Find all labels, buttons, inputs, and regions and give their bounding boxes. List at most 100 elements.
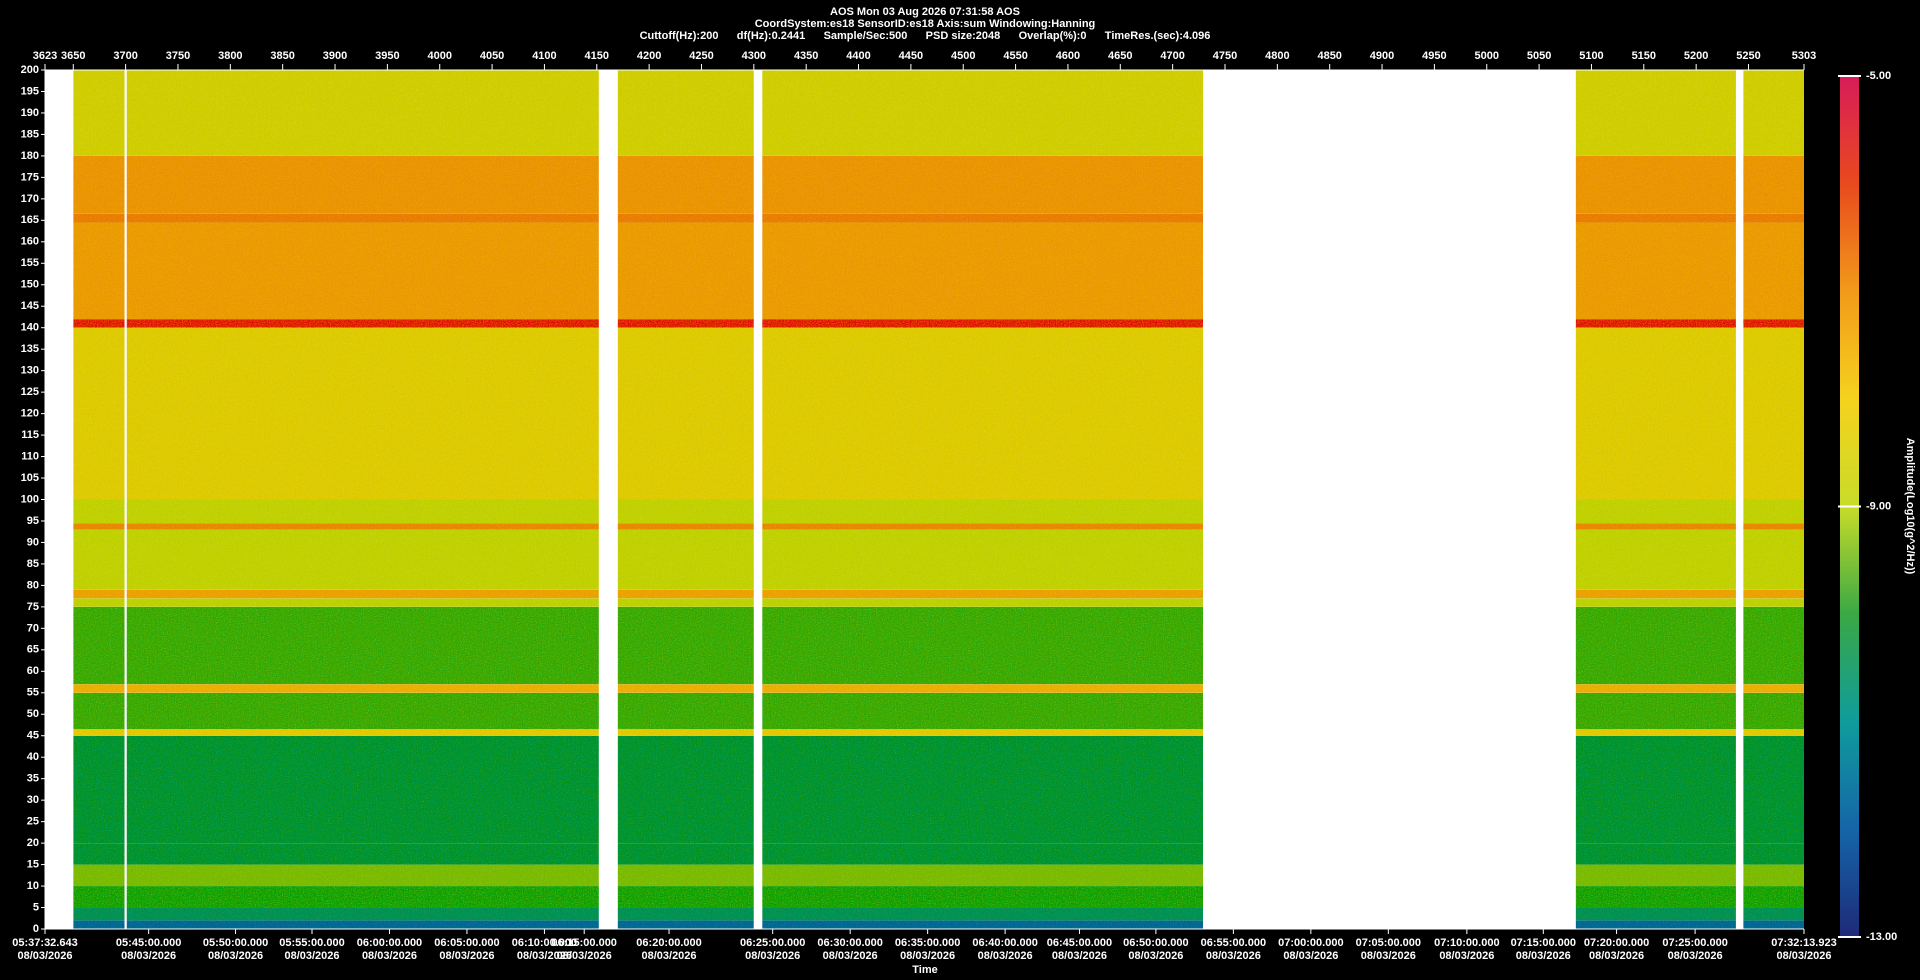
spectrogram-cell [73,864,125,887]
spectrogram-cell [617,213,754,223]
spectrogram-cell [1743,843,1804,865]
x-tick-label: 4750 [1213,50,1237,62]
x-tick-label: 4500 [951,50,975,62]
spectrogram-cell [617,920,754,929]
spectrogram-cell [73,598,125,607]
x-tick-label: 3850 [270,50,294,62]
spectrogram-cell [762,499,1204,524]
date-label: 08/03/2026 [1516,950,1571,962]
spectrogram-cell [617,729,754,736]
x-tick-label: 3650 [61,50,85,62]
spectrogram-cell [73,843,125,865]
spectrogram-cell [617,70,754,156]
spectrogram-cell [617,843,754,865]
x-tick-label: 4350 [794,50,818,62]
x-tick-label: 4850 [1317,50,1341,62]
time-tick-label: 06:35:00.000 [895,937,960,949]
spectrogram-cell [126,684,599,693]
date-label: 08/03/2026 [1439,950,1494,962]
spectrogram-cell [762,692,1204,730]
spectrogram-cell [1743,684,1804,693]
date-label: 08/03/2026 [900,950,955,962]
spectrogram-cell [126,692,599,730]
spectrogram-cell [617,692,754,730]
spectrogram-cell [1575,213,1736,223]
spectrogram-cell [1575,864,1736,887]
time-tick-label: 05:50:00.000 [203,937,268,949]
time-tick-label: 06:30:00.000 [817,937,882,949]
spectrogram-cell [1743,729,1804,736]
spectrogram-cell [1743,598,1804,607]
y-tick-label: 130 [21,365,39,377]
spectrogram-cell [1743,606,1804,685]
spectrogram-cell [617,589,754,599]
date-label: 08/03/2026 [1776,950,1831,962]
spectrogram-cell [1743,920,1804,929]
spectrogram-cell [1743,523,1804,530]
spectrogram-cell [617,319,754,328]
spectrogram-cell [1743,886,1804,908]
y-tick-label: 75 [27,601,39,613]
date-label: 08/03/2026 [362,950,417,962]
time-tick-label: 07:32:13.923 [1771,937,1836,949]
y-tick-label: 185 [21,128,39,140]
spectrogram-cell [126,523,599,530]
y-tick-label: 145 [21,300,39,312]
spectrogram-cell [617,523,754,530]
spectrogram-cell [762,843,1204,865]
spectrogram-cell [73,907,125,921]
spectrogram-cell [617,864,754,887]
y-tick-label: 200 [21,64,39,76]
x-tick-label: 3950 [375,50,399,62]
spectrogram-cell [73,213,125,223]
y-tick-label: 95 [27,515,39,527]
x-tick-label: 4250 [689,50,713,62]
spectrogram-cell [73,70,125,156]
x-axis-label: Time [912,964,937,976]
y-tick-label: 80 [27,579,39,591]
y-tick-label: 180 [21,150,39,162]
spectrogram-cell [126,864,599,887]
time-tick-label: 06:40:00.000 [972,937,1037,949]
spectrogram-cell [73,886,125,908]
spectrogram-cell [126,499,599,524]
x-tick-label: 5050 [1527,50,1551,62]
y-tick-label: 90 [27,536,39,548]
spectrogram-cell [762,920,1204,929]
spectrogram-cell [1743,692,1804,730]
time-tick-label: 06:15:00.000 [551,937,616,949]
x-tick-label: 4800 [1265,50,1289,62]
date-label: 08/03/2026 [1128,950,1183,962]
y-tick-label: 85 [27,558,39,570]
y-tick-label: 25 [27,816,39,828]
colorbar-tick-label: -9.00 [1866,500,1891,512]
spectrogram-cell [762,523,1204,530]
colorbar-tick-label: -5.00 [1866,70,1891,82]
date-label: 08/03/2026 [17,950,72,962]
x-tick-label: 3800 [218,50,242,62]
x-tick-label: 4050 [480,50,504,62]
spectrogram-cell [617,735,754,844]
date-label: 08/03/2026 [745,950,800,962]
spectrogram-cell [73,327,125,500]
spectrogram-cell [126,529,599,590]
time-tick-label: 06:00:00.000 [357,937,422,949]
spectrogram-cell [762,213,1204,223]
spectrogram-cell [1743,213,1804,223]
x-tick-label: 5150 [1632,50,1656,62]
spectrogram-cell [1743,222,1804,320]
date-label: 08/03/2026 [823,950,878,962]
x-tick-label: 4000 [427,50,451,62]
spectrogram-cell [1575,920,1736,929]
time-tick-label: 06:10:00.000 [512,937,577,949]
y-tick-label: 170 [21,193,39,205]
x-tick-label: 4300 [742,50,766,62]
spectrogram-cell [1575,319,1736,328]
spectrogram-cell [762,864,1204,887]
y-tick-label: 40 [27,751,39,763]
spectrogram-cell [73,589,125,599]
x-tick-label: 3623 [33,50,57,62]
time-tick-label: 07:10:00.000 [1434,937,1499,949]
date-label: 08/03/2026 [978,950,1033,962]
